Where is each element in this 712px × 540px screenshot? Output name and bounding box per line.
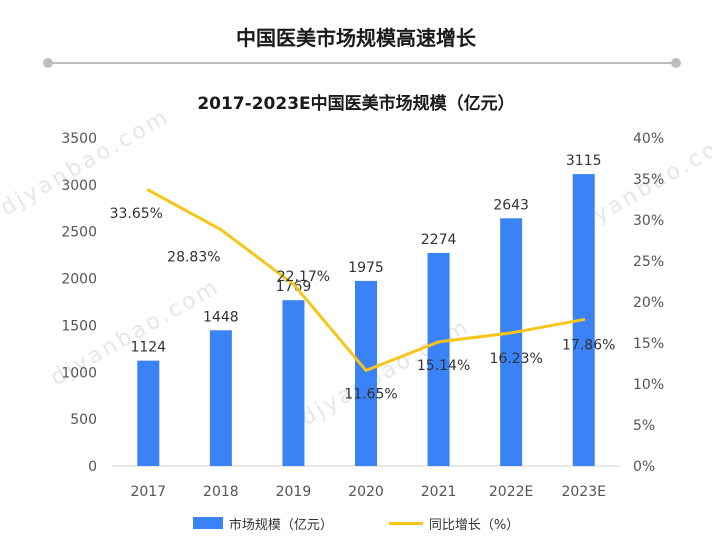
bar-value-label: 3115	[566, 153, 602, 169]
growth-point	[146, 188, 150, 192]
bar-value-label: 2643	[493, 197, 529, 213]
legend-item-bar: 市场规模（亿元）	[192, 514, 333, 533]
y-right-tick-label: 35%	[633, 172, 664, 188]
y-right-tick-label: 15%	[633, 336, 664, 352]
bar-value-label: 1124	[130, 340, 166, 356]
x-tick-label: 2018	[203, 484, 239, 500]
x-tick-label: 2022E	[489, 484, 533, 500]
y-right-tick-label: 10%	[633, 377, 664, 393]
divider-right-dot	[671, 58, 681, 68]
y-right-tick-label: 30%	[633, 213, 664, 229]
growth-value-label: 16.23%	[489, 351, 542, 367]
growth-value-label: 17.86%	[562, 338, 615, 354]
y-left-tick-label: 2500	[61, 225, 97, 241]
growth-point	[219, 228, 223, 232]
y-right-tick-label: 0%	[633, 459, 655, 475]
legend-bar-swatch	[192, 517, 223, 529]
chart-title: 2017-2023E中国医美市场规模（亿元）	[197, 94, 515, 114]
x-tick-label: 2017	[130, 484, 166, 500]
growth-point	[364, 368, 368, 372]
y-right-tick-label: 40%	[633, 131, 664, 147]
x-tick-label: 2019	[276, 484, 312, 500]
bar-value-label: 1975	[348, 260, 384, 276]
y-left-tick-label: 3000	[61, 178, 97, 194]
bar-value-label: 1769	[276, 279, 312, 295]
title-divider	[48, 62, 676, 64]
y-left-tick-label: 1000	[61, 365, 97, 381]
bar	[355, 280, 377, 466]
page-title: 中国医美市场规模高速增长	[236, 26, 476, 50]
bar	[427, 252, 450, 466]
legend-bar-label: 市场规模（亿元）	[228, 517, 333, 533]
growth-point	[437, 340, 441, 344]
legend-line-label: 同比增长（%）	[428, 517, 520, 533]
bar	[137, 360, 160, 466]
legend-line-swatch	[388, 521, 423, 525]
bar	[282, 300, 305, 466]
growth-value-label: 28.83%	[167, 250, 220, 266]
combo-chart: 0 500 1000 1500 2000 2500 3000 3500 0% 5% 10% 15% 20…	[61, 131, 664, 500]
growth-value-label: 33.65%	[110, 206, 163, 222]
bar	[209, 330, 232, 466]
x-tick-label: 2021	[421, 484, 457, 500]
growth-value-label: 15.14%	[417, 358, 470, 374]
y-left-tick-label: 500	[70, 412, 97, 428]
bar-value-label: 2274	[421, 232, 457, 248]
x-tick-label: 2023E	[561, 484, 605, 500]
y-left-tick-label: 2000	[61, 272, 97, 288]
bar-value-label: 1448	[203, 309, 239, 325]
legend-item-line: 同比增长（%）	[388, 514, 520, 533]
growth-point	[509, 331, 513, 335]
y-right-tick-label: 5%	[633, 418, 655, 434]
y-left-tick-label: 0	[88, 459, 97, 475]
x-tick-label: 2020	[348, 484, 384, 500]
bar	[500, 218, 523, 466]
y-right-tick-label: 25%	[633, 254, 664, 270]
growth-point	[291, 282, 295, 286]
y-right-tick-label: 20%	[633, 295, 664, 311]
growth-value-label: 22.17%	[277, 269, 330, 285]
y-left-tick-label: 3500	[61, 131, 97, 147]
legend: 市场规模（亿元） 同比增长（%）	[0, 510, 712, 536]
header: 中国医美市场规模高速增长	[0, 0, 712, 80]
y-left-tick-label: 1500	[61, 318, 97, 334]
growth-value-label: 11.65%	[344, 386, 397, 402]
growth-point	[582, 318, 586, 322]
